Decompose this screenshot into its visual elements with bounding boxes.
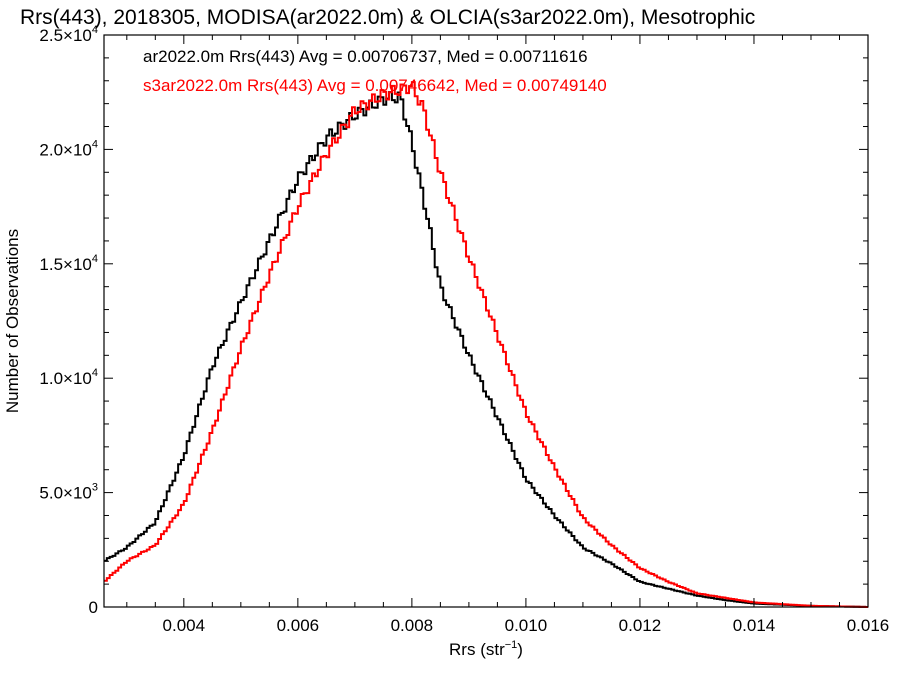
series-layer	[104, 81, 868, 608]
y-tick-label: 2.5×104	[39, 24, 98, 45]
y-tick-label: 2.0×104	[39, 138, 98, 159]
x-tick-label: 0.010	[505, 616, 548, 635]
y-tick-label: 1.5×104	[39, 253, 98, 274]
x-tick-label: 0.006	[277, 616, 320, 635]
series-line-1	[104, 91, 868, 608]
x-tick-label: 0.014	[733, 616, 776, 635]
x-tick-label: 0.004	[163, 616, 206, 635]
x-axis-label-end: )	[517, 640, 523, 659]
chart-title: Rrs(443), 2018305, MODISA(ar2022.0m) & O…	[20, 6, 755, 29]
y-tick-label: 1.0×104	[39, 367, 98, 388]
plot-frame	[103, 34, 869, 608]
legend-entry-1: ar2022.0m Rrs(443) Avg = 0.00706737, Med…	[143, 47, 588, 66]
series-line-2	[104, 81, 868, 608]
legend: ar2022.0m Rrs(443) Avg = 0.00706737, Med…	[143, 47, 607, 95]
legend-entry-2: s3ar2022.0m Rrs(443) Avg = 0.00746642, M…	[143, 76, 607, 95]
x-axis-label-superscript: −1	[505, 639, 518, 651]
x-tick-label: 0.016	[847, 616, 890, 635]
x-axis-label: Rrs (str−1)	[449, 639, 523, 659]
y-tick-label: 5.0×103	[39, 482, 98, 503]
y-axis-label: Number of Observations	[3, 229, 22, 413]
ticks-layer: 0.004 0.006 0.008 0.010 0.012 0.014 0.016 0 5.0×…	[39, 24, 889, 635]
x-tick-label: 0.012	[619, 616, 662, 635]
x-tick-label: 0.008	[391, 616, 434, 635]
y-tick-label: 0	[89, 598, 98, 617]
